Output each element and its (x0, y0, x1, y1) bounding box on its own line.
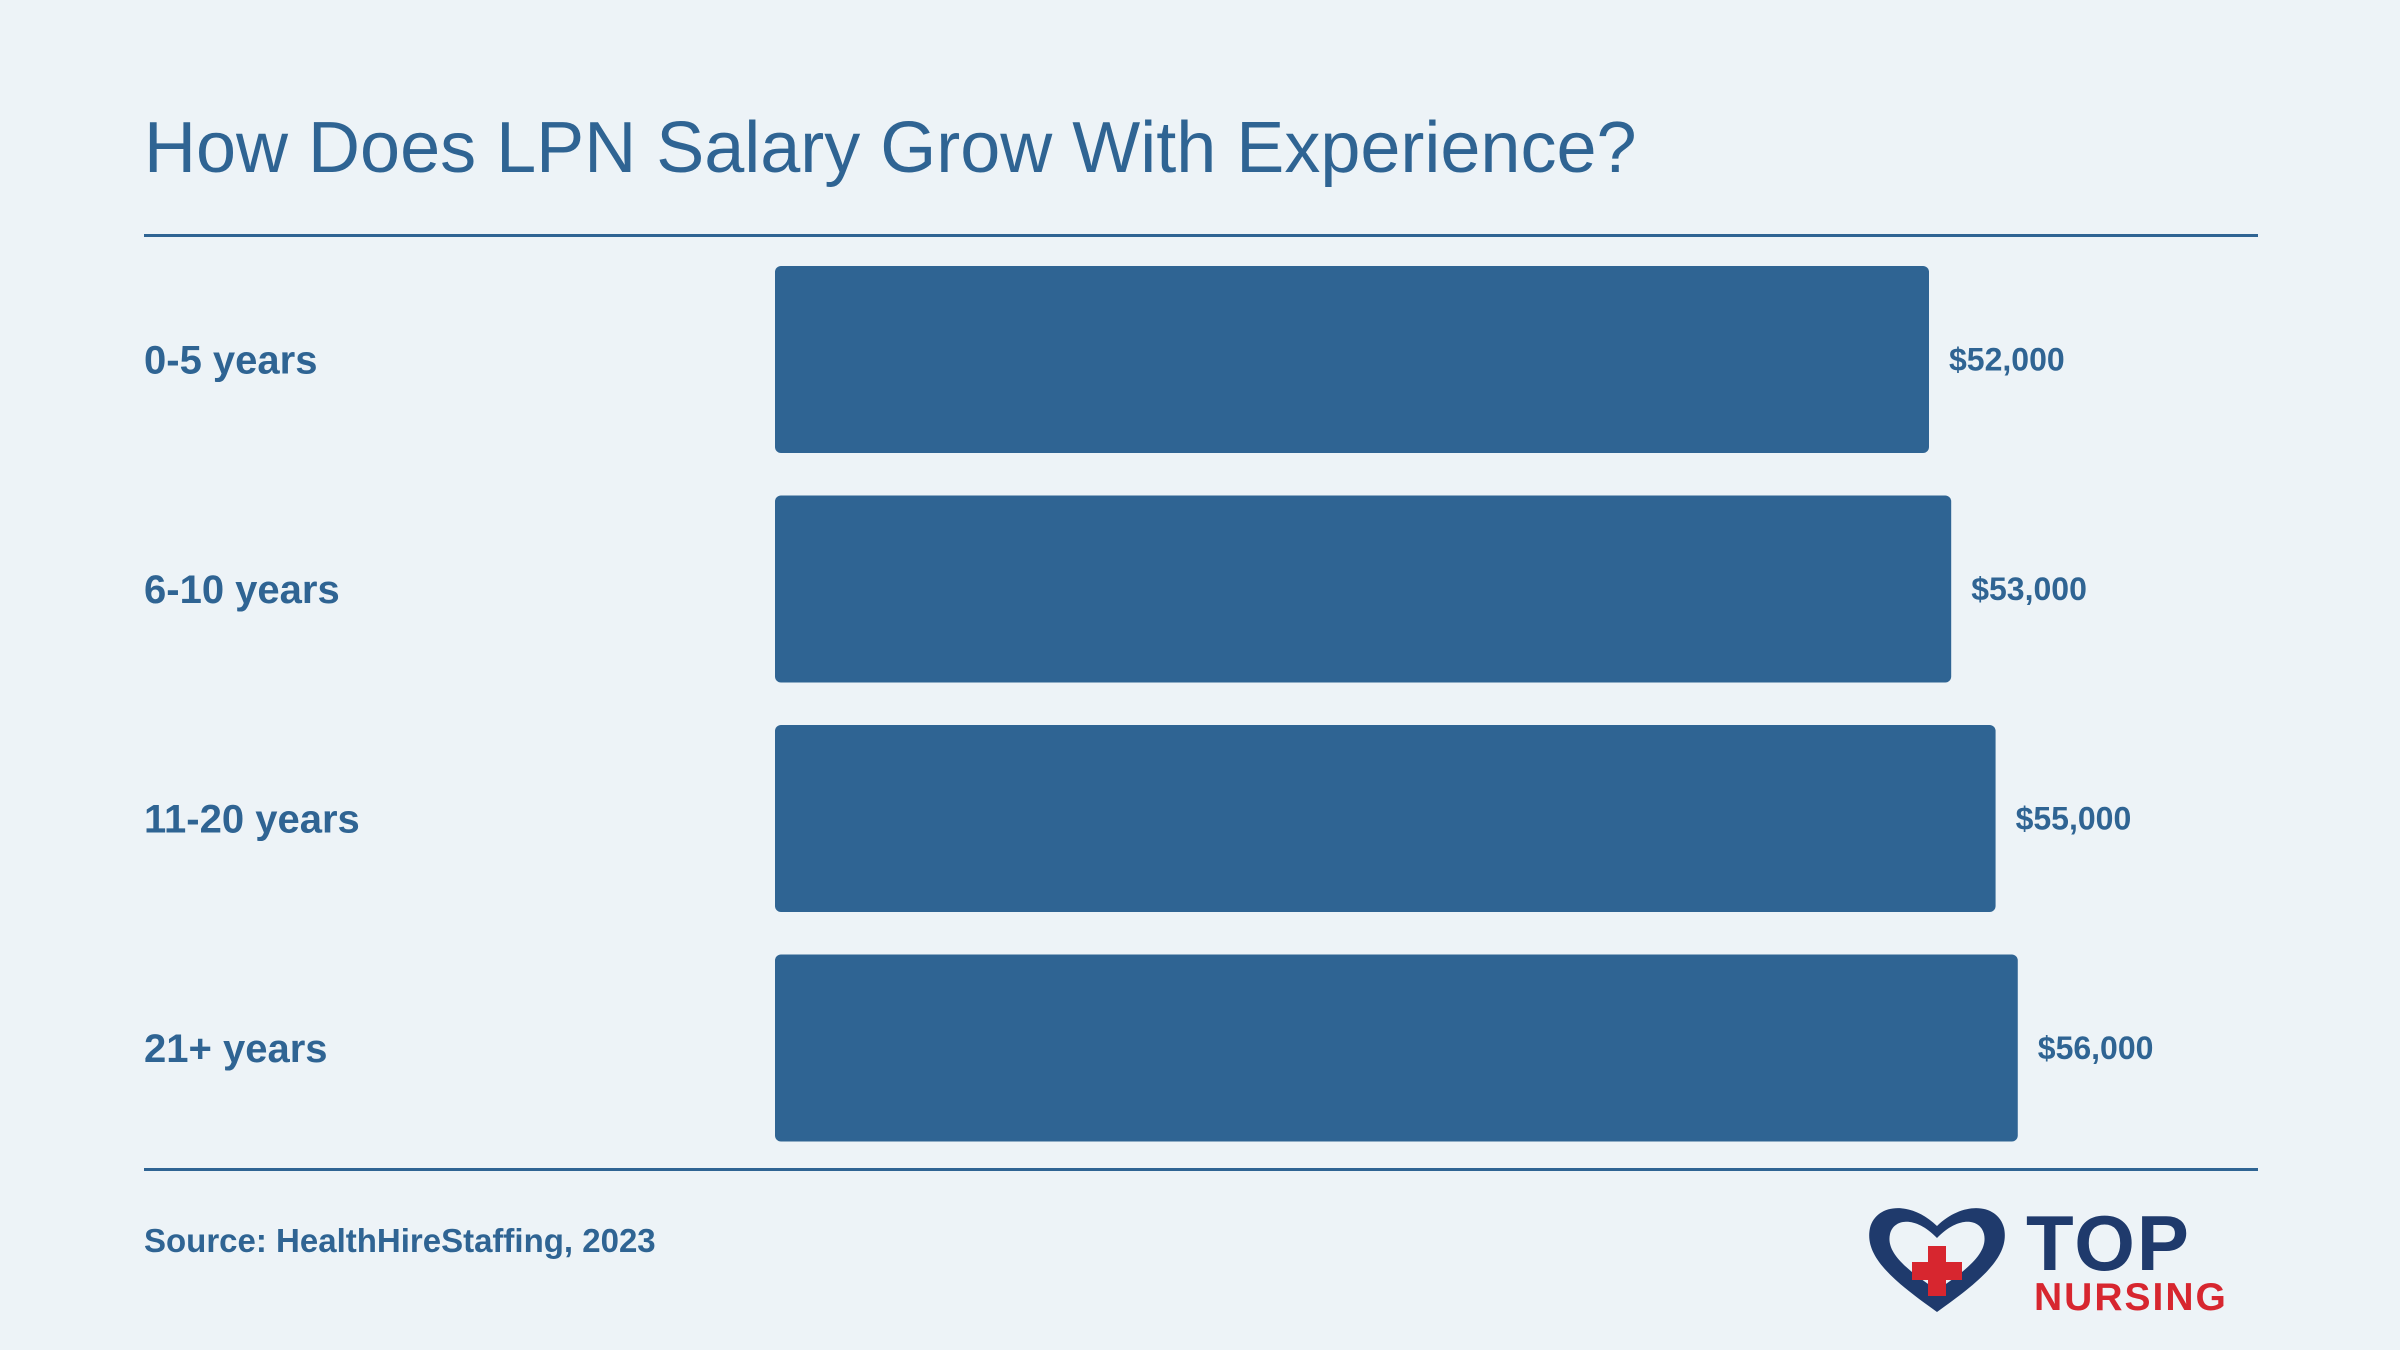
bottom-divider (144, 1168, 2258, 1171)
heart-cross-icon (1869, 1208, 2005, 1312)
top-divider (144, 234, 2258, 237)
category-label: 21+ years (144, 1027, 328, 1071)
logo-top-text: TOP (2026, 1199, 2191, 1287)
value-label: $55,000 (2016, 801, 2132, 837)
chart-title: How Does LPN Salary Grow With Experience… (144, 108, 1637, 188)
source-note: Source: HealthHireStaffing, 2023 (144, 1222, 656, 1259)
top-nursing-logo: TOP NURSING (1862, 1200, 2262, 1320)
value-label: $52,000 (1949, 342, 2065, 378)
bar (775, 954, 2018, 1142)
logo-bottom-text: NURSING (2034, 1276, 2228, 1319)
value-label: $56,000 (2038, 1030, 2154, 1066)
bar (775, 725, 1996, 912)
bar (775, 266, 1929, 453)
category-label: 6-10 years (144, 568, 340, 612)
value-label: $53,000 (1971, 571, 2087, 607)
bar (775, 495, 1952, 683)
category-label: 0-5 years (144, 339, 317, 383)
category-label: 11-20 years (144, 798, 360, 842)
